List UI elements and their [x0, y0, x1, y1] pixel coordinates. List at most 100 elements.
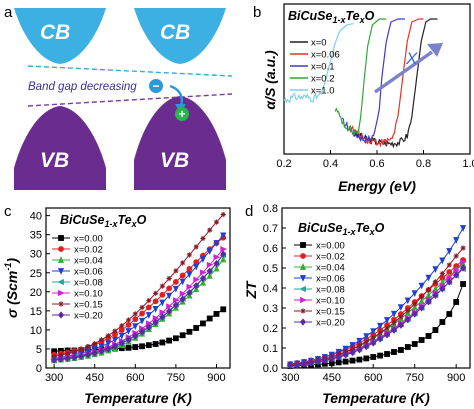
data-point [51, 356, 58, 364]
data-point [199, 274, 206, 283]
data-point [363, 333, 370, 341]
data-point [453, 253, 459, 259]
data-point [166, 303, 173, 310]
y-tick-label: 10 [30, 325, 42, 337]
data-point [159, 291, 166, 298]
data-point [58, 352, 64, 358]
data-point [398, 314, 404, 320]
data-point [453, 237, 460, 244]
hole-symbol: + [178, 107, 185, 121]
data-point [377, 330, 383, 336]
data-point [377, 335, 384, 343]
data-point [206, 248, 213, 255]
electron-symbol: − [152, 79, 159, 93]
electron-icon [149, 79, 163, 93]
data-point [404, 316, 411, 324]
y-tick-label: 30 [30, 249, 42, 261]
data-point [390, 326, 397, 334]
x-tick-label: 450 [323, 372, 341, 384]
data-point [377, 352, 384, 359]
data-point [287, 361, 294, 370]
data-point [397, 304, 404, 312]
legend-label: x=0 [311, 38, 327, 49]
data-point [172, 297, 180, 304]
legend-label: x=0.15 [74, 300, 103, 311]
data-point [166, 292, 173, 300]
panel-letter-c: c [4, 203, 12, 220]
y-tick-label: 25 [30, 268, 42, 280]
data-point [179, 295, 186, 303]
formula-b: BiCuSe1-xTexO [288, 9, 375, 25]
legend-label: x=0.02 [316, 252, 345, 263]
legend-label: x=0.20 [316, 318, 345, 329]
x-tick-label: 600 [126, 372, 144, 384]
data-point [125, 344, 132, 351]
data-point [363, 355, 370, 362]
data-point [98, 337, 105, 343]
data-point [207, 227, 213, 233]
data-point [432, 279, 439, 285]
x-tick-label: 750 [167, 372, 185, 384]
valence-band-left [14, 106, 106, 190]
legend-label: x=0.06 [316, 274, 345, 285]
data-point [370, 354, 377, 360]
legend-label: x=0.04 [74, 256, 103, 267]
series-line-x=0.06 [348, 18, 424, 148]
data-point [152, 306, 159, 313]
legend-label: x=0.10 [74, 289, 103, 300]
data-point [112, 328, 118, 334]
data-point [418, 282, 425, 290]
data-point [71, 349, 78, 355]
data-point [342, 358, 349, 365]
data-point [411, 341, 418, 347]
data-point [446, 278, 453, 286]
data-point [64, 354, 71, 363]
data-point [294, 361, 301, 369]
data-point [193, 325, 200, 331]
data-point [439, 285, 446, 293]
data-point [370, 339, 377, 347]
data-point [391, 320, 397, 326]
data-point [112, 342, 118, 350]
legend-label: x=0.08 [74, 278, 103, 289]
y-tick-label: 0.8 [263, 203, 278, 215]
data-point [118, 332, 125, 340]
legend-label: x=0.04 [316, 263, 345, 274]
data-point [138, 317, 146, 325]
data-point [186, 328, 193, 335]
data-point [159, 339, 166, 346]
legend-marker [58, 301, 64, 307]
panel-b-absorption: 0.2 0.4 0.6 0.8 1.0 x=0x=0.06x=0.1x=0.2x=1.0… [262, 3, 474, 194]
legend-marker [300, 308, 306, 314]
data-point [92, 341, 98, 347]
panel-letter-b: b [253, 4, 261, 21]
data-point [152, 290, 159, 296]
data-point [125, 336, 132, 344]
data-point [132, 323, 139, 330]
legend-marker [58, 289, 65, 297]
panel-letter-d: d [245, 203, 253, 220]
x-tick-label: 750 [406, 372, 424, 384]
data-point [125, 322, 132, 328]
y-tick-label: 0.4 [263, 283, 278, 295]
data-point [384, 351, 390, 357]
data-point [172, 335, 179, 342]
data-point [390, 310, 398, 318]
legend-label: x=0.06 [74, 267, 103, 278]
data-point [419, 294, 425, 300]
y-tick-label: 0.5 [263, 263, 278, 275]
series-line-x=0.2 [334, 18, 387, 138]
data-point [453, 271, 460, 279]
data-point [446, 311, 453, 317]
legend-marker [299, 263, 307, 270]
trend-arrow-head [427, 43, 443, 57]
data-point [85, 344, 91, 350]
data-point [453, 266, 460, 274]
data-point [200, 235, 206, 242]
y-tick-label: 15 [30, 306, 42, 318]
vb-edge-line [27, 93, 233, 107]
legend-label: x=0.20 [74, 311, 103, 322]
legend-marker [299, 275, 307, 282]
conduction-band-left [14, 8, 106, 64]
